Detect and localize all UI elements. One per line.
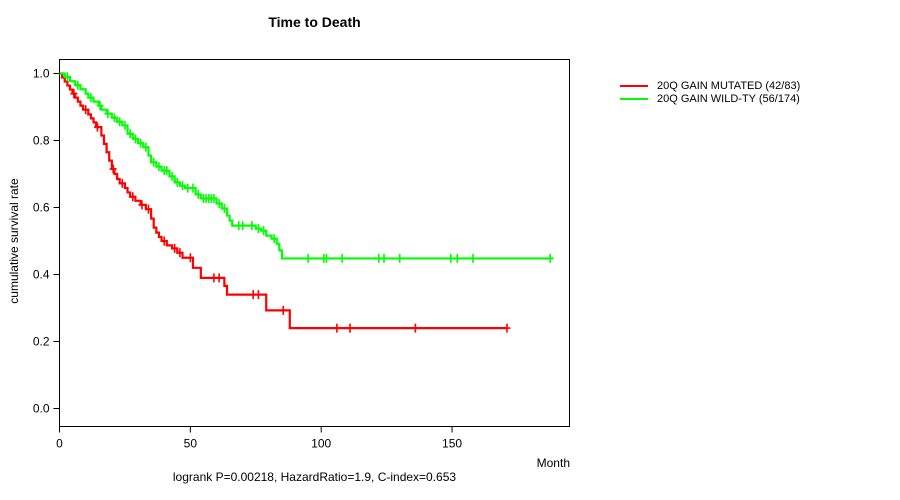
survival-curve-0 — [59, 72, 508, 330]
stats-annotation: logrank P=0.00218, HazardRatio=1.9, C-in… — [172, 470, 457, 484]
legend-label-mutated: 20Q GAIN MUTATED (42/83) — [657, 80, 801, 92]
plot-box — [59, 59, 570, 427]
legend: 20Q GAIN MUTATED (42/83) 20Q GAIN WILD-T… — [620, 80, 800, 106]
x-axis-label: Month — [536, 456, 570, 470]
legend-line-red-icon — [620, 85, 648, 87]
y-tick-label: 0.0 — [33, 402, 50, 416]
legend-line-green-icon — [620, 98, 648, 100]
censor-marks-0 — [70, 89, 511, 333]
y-axis-label: cumulative survival rate — [7, 178, 21, 304]
legend-item-mutated: 20Q GAIN MUTATED (42/83) — [620, 80, 800, 92]
y-tick-label: 1.0 — [33, 67, 50, 81]
legend-label-wildtype: 20Q GAIN WILD-TY (56/174) — [657, 93, 800, 105]
x-tick-label: 0 — [56, 437, 63, 451]
y-tick-label: 0.8 — [33, 134, 50, 148]
censor-marks-1 — [63, 72, 554, 263]
x-tick-label: 50 — [184, 437, 198, 451]
y-tick-label: 0.2 — [33, 335, 50, 349]
survival-curve-1 — [59, 72, 553, 260]
y-tick-label: 0.6 — [33, 201, 50, 215]
x-tick-label: 150 — [442, 437, 462, 451]
x-tick-label: 100 — [311, 437, 331, 451]
legend-item-wildtype: 20Q GAIN WILD-TY (56/174) — [620, 93, 800, 105]
y-tick-label: 0.4 — [33, 268, 50, 282]
chart-title: Time to Death — [268, 14, 361, 30]
